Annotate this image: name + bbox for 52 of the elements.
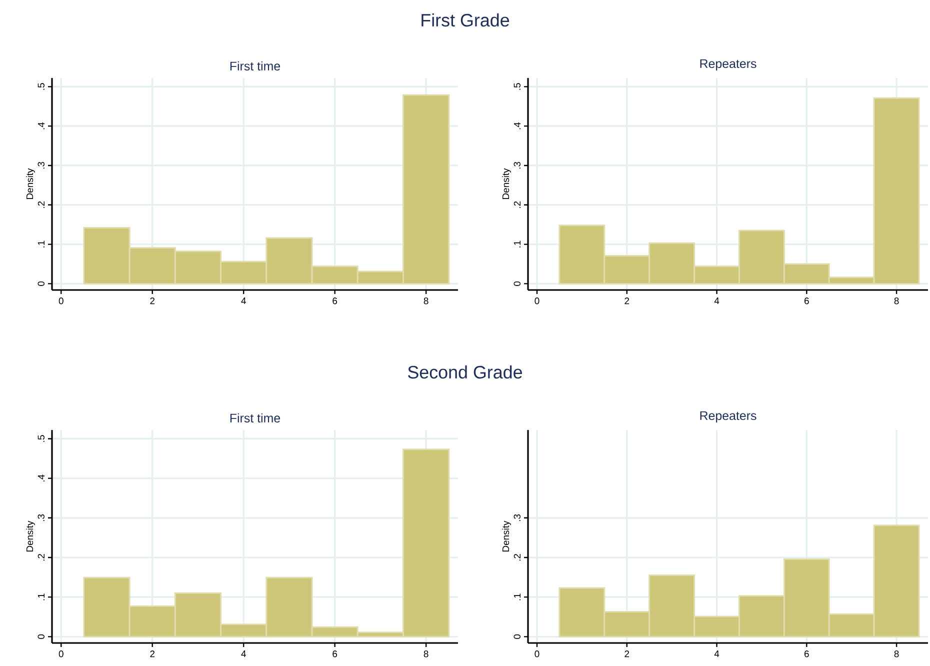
x-tick-label: 2 xyxy=(150,298,155,304)
y-tick-label: .4 xyxy=(38,122,44,130)
chart-title: First time xyxy=(230,61,280,71)
x-tick-label: 4 xyxy=(241,298,246,304)
y-tick-label: 0 xyxy=(38,634,44,639)
y-tick-label: .4 xyxy=(514,122,520,130)
y-tick-label: .1 xyxy=(38,240,44,248)
x-tick-label: 4 xyxy=(241,650,246,658)
x-tick-label: 8 xyxy=(894,298,899,304)
y-axis-title: Density xyxy=(502,168,511,199)
chart-title: Repeaters xyxy=(700,59,756,70)
x-tick-label: 6 xyxy=(804,650,809,658)
y-tick-label: .3 xyxy=(38,514,44,521)
x-tick-label: 4 xyxy=(714,650,720,658)
y-tick-label: .3 xyxy=(514,162,520,169)
y-tick-label: .2 xyxy=(514,201,520,208)
chart-title: Repeaters xyxy=(700,411,756,422)
x-tick-label: 6 xyxy=(332,298,338,304)
y-tick-label: 0 xyxy=(514,281,520,286)
y-tick-label: .1 xyxy=(514,240,520,248)
x-tick-label: 0 xyxy=(534,650,540,658)
x-tick-label: 8 xyxy=(424,298,428,304)
y-tick-label: .5 xyxy=(514,83,520,90)
y-tick-label: .5 xyxy=(38,83,44,90)
x-tick-label: 4 xyxy=(714,298,720,304)
y-tick-label: .2 xyxy=(38,201,44,208)
x-tick-label: 2 xyxy=(624,298,630,304)
y-axis-title: Density xyxy=(502,520,511,552)
x-tick-label: 8 xyxy=(894,650,899,658)
text: First Grade xyxy=(422,13,510,27)
y-tick-label: .4 xyxy=(38,474,44,482)
y-tick-label: .2 xyxy=(514,554,520,561)
y-tick-label: .3 xyxy=(38,162,44,169)
y-tick-label: .1 xyxy=(514,594,520,600)
y-tick-label: .5 xyxy=(38,435,44,442)
x-tick-label: 2 xyxy=(624,650,630,658)
x-tick-label: 2 xyxy=(150,650,155,658)
y-axis-title: Density xyxy=(26,520,35,552)
y-axis-title: Density xyxy=(26,168,35,199)
x-tick-label: 0 xyxy=(534,298,540,304)
y-tick-label: .3 xyxy=(514,514,520,521)
y-tick-label: .2 xyxy=(38,554,44,561)
y-tick-label: 0 xyxy=(38,281,44,286)
text: Second Grade xyxy=(408,365,522,379)
x-tick-label: 6 xyxy=(804,298,809,304)
x-tick-label: 6 xyxy=(332,650,338,658)
y-tick-label: 0 xyxy=(514,634,520,639)
x-tick-label: 8 xyxy=(424,650,428,658)
x-tick-label: 0 xyxy=(58,650,64,658)
chart-title: First time xyxy=(230,413,280,423)
x-tick-label: 0 xyxy=(58,298,64,304)
y-tick-label: .1 xyxy=(38,594,44,600)
